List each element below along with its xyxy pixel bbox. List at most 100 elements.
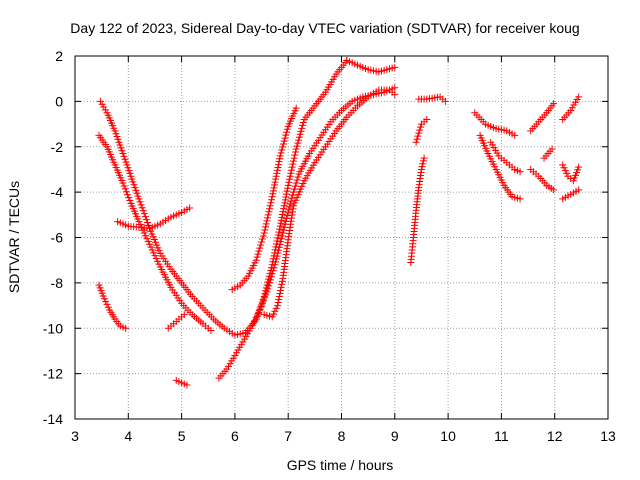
- data-point: [100, 295, 108, 303]
- x-tick-label: 6: [231, 428, 239, 444]
- x-tick-label: 9: [391, 428, 399, 444]
- data-point: [415, 129, 423, 137]
- data-point: [124, 164, 132, 172]
- data-point: [186, 204, 194, 212]
- data-point: [278, 146, 286, 154]
- data-point: [131, 184, 139, 192]
- data-point: [253, 253, 261, 261]
- y-tick-label: -2: [51, 139, 64, 155]
- x-tick-label: 5: [178, 428, 186, 444]
- data-point: [276, 225, 284, 233]
- data-point: [419, 157, 427, 165]
- data-point: [274, 234, 282, 242]
- data-point: [254, 310, 262, 318]
- data-point: [141, 213, 149, 221]
- data-point: [277, 238, 285, 246]
- data-point: [102, 298, 110, 306]
- data-point: [575, 186, 583, 194]
- data-point: [420, 154, 428, 162]
- data-point: [257, 303, 265, 311]
- data-point: [290, 185, 298, 193]
- data-point: [120, 152, 128, 160]
- data-point: [114, 135, 122, 143]
- data-point: [140, 210, 148, 218]
- data-point: [289, 191, 297, 199]
- data-point: [291, 151, 299, 159]
- data-point: [262, 223, 270, 231]
- data-point: [180, 311, 188, 319]
- data-point: [270, 184, 278, 192]
- data-point: [263, 288, 271, 296]
- data-point: [148, 246, 156, 254]
- data-point: [126, 169, 134, 177]
- y-axis: -14 -12 -10 -8 -6 -4 -2 0 2: [43, 48, 608, 427]
- series-arc-7: [215, 84, 399, 382]
- data-point: [275, 246, 283, 254]
- data-point: [298, 124, 306, 132]
- series-arc-16: [487, 138, 524, 176]
- data-point: [283, 125, 291, 133]
- data-point: [268, 313, 276, 321]
- data-point: [284, 209, 292, 217]
- data-point: [559, 161, 567, 169]
- data-point: [575, 93, 583, 101]
- data-point: [277, 286, 285, 294]
- data-point: [147, 243, 155, 251]
- series-arc-18: [527, 165, 558, 194]
- data-point: [418, 163, 426, 171]
- data-point: [276, 289, 284, 297]
- data-point: [391, 91, 399, 99]
- y-tick-label: -8: [51, 275, 64, 291]
- data-point: [272, 255, 280, 263]
- data-point: [128, 175, 136, 183]
- data-point: [275, 292, 283, 300]
- series-arc-12: [412, 116, 431, 146]
- data-point: [290, 188, 298, 196]
- x-tick-label: 4: [124, 428, 132, 444]
- data-point: [278, 213, 286, 221]
- data-point: [275, 296, 283, 304]
- x-tick-label: 12: [547, 428, 563, 444]
- data-point: [117, 144, 125, 152]
- data-point: [276, 241, 284, 249]
- y-tick-label: 2: [55, 48, 63, 64]
- series-arc-3: [114, 204, 194, 232]
- data-point: [280, 202, 288, 210]
- data-point: [278, 277, 286, 285]
- data-point: [266, 279, 274, 287]
- data-point: [511, 131, 519, 139]
- data-point: [277, 149, 285, 157]
- data-point: [262, 291, 270, 299]
- data-point: [295, 136, 303, 144]
- data-point: [118, 147, 126, 155]
- data-point: [265, 282, 273, 290]
- data-point: [116, 141, 124, 149]
- data-point: [275, 158, 283, 166]
- x-tick-label: 10: [440, 428, 456, 444]
- data-point: [111, 127, 119, 135]
- data-point: [133, 189, 141, 197]
- data-point: [516, 168, 524, 176]
- data-point: [274, 163, 282, 171]
- data-point: [294, 139, 302, 147]
- data-point: [270, 310, 278, 318]
- data-point: [155, 260, 163, 268]
- data-point: [441, 97, 449, 105]
- data-point: [285, 203, 293, 211]
- data-point: [263, 217, 271, 225]
- series-arc-15: [476, 131, 524, 203]
- data-point: [259, 297, 267, 305]
- data-point: [286, 172, 294, 180]
- series-arc-17: [527, 100, 558, 135]
- data-point: [274, 299, 282, 307]
- data-point: [281, 134, 289, 142]
- y-tick-label: -12: [43, 366, 63, 382]
- data-marks: [95, 57, 583, 389]
- data-point: [270, 181, 278, 189]
- data-point: [289, 160, 297, 168]
- data-point: [129, 178, 137, 186]
- data-point: [275, 228, 283, 236]
- data-point: [183, 381, 191, 389]
- data-point: [115, 138, 123, 146]
- data-point: [260, 229, 268, 237]
